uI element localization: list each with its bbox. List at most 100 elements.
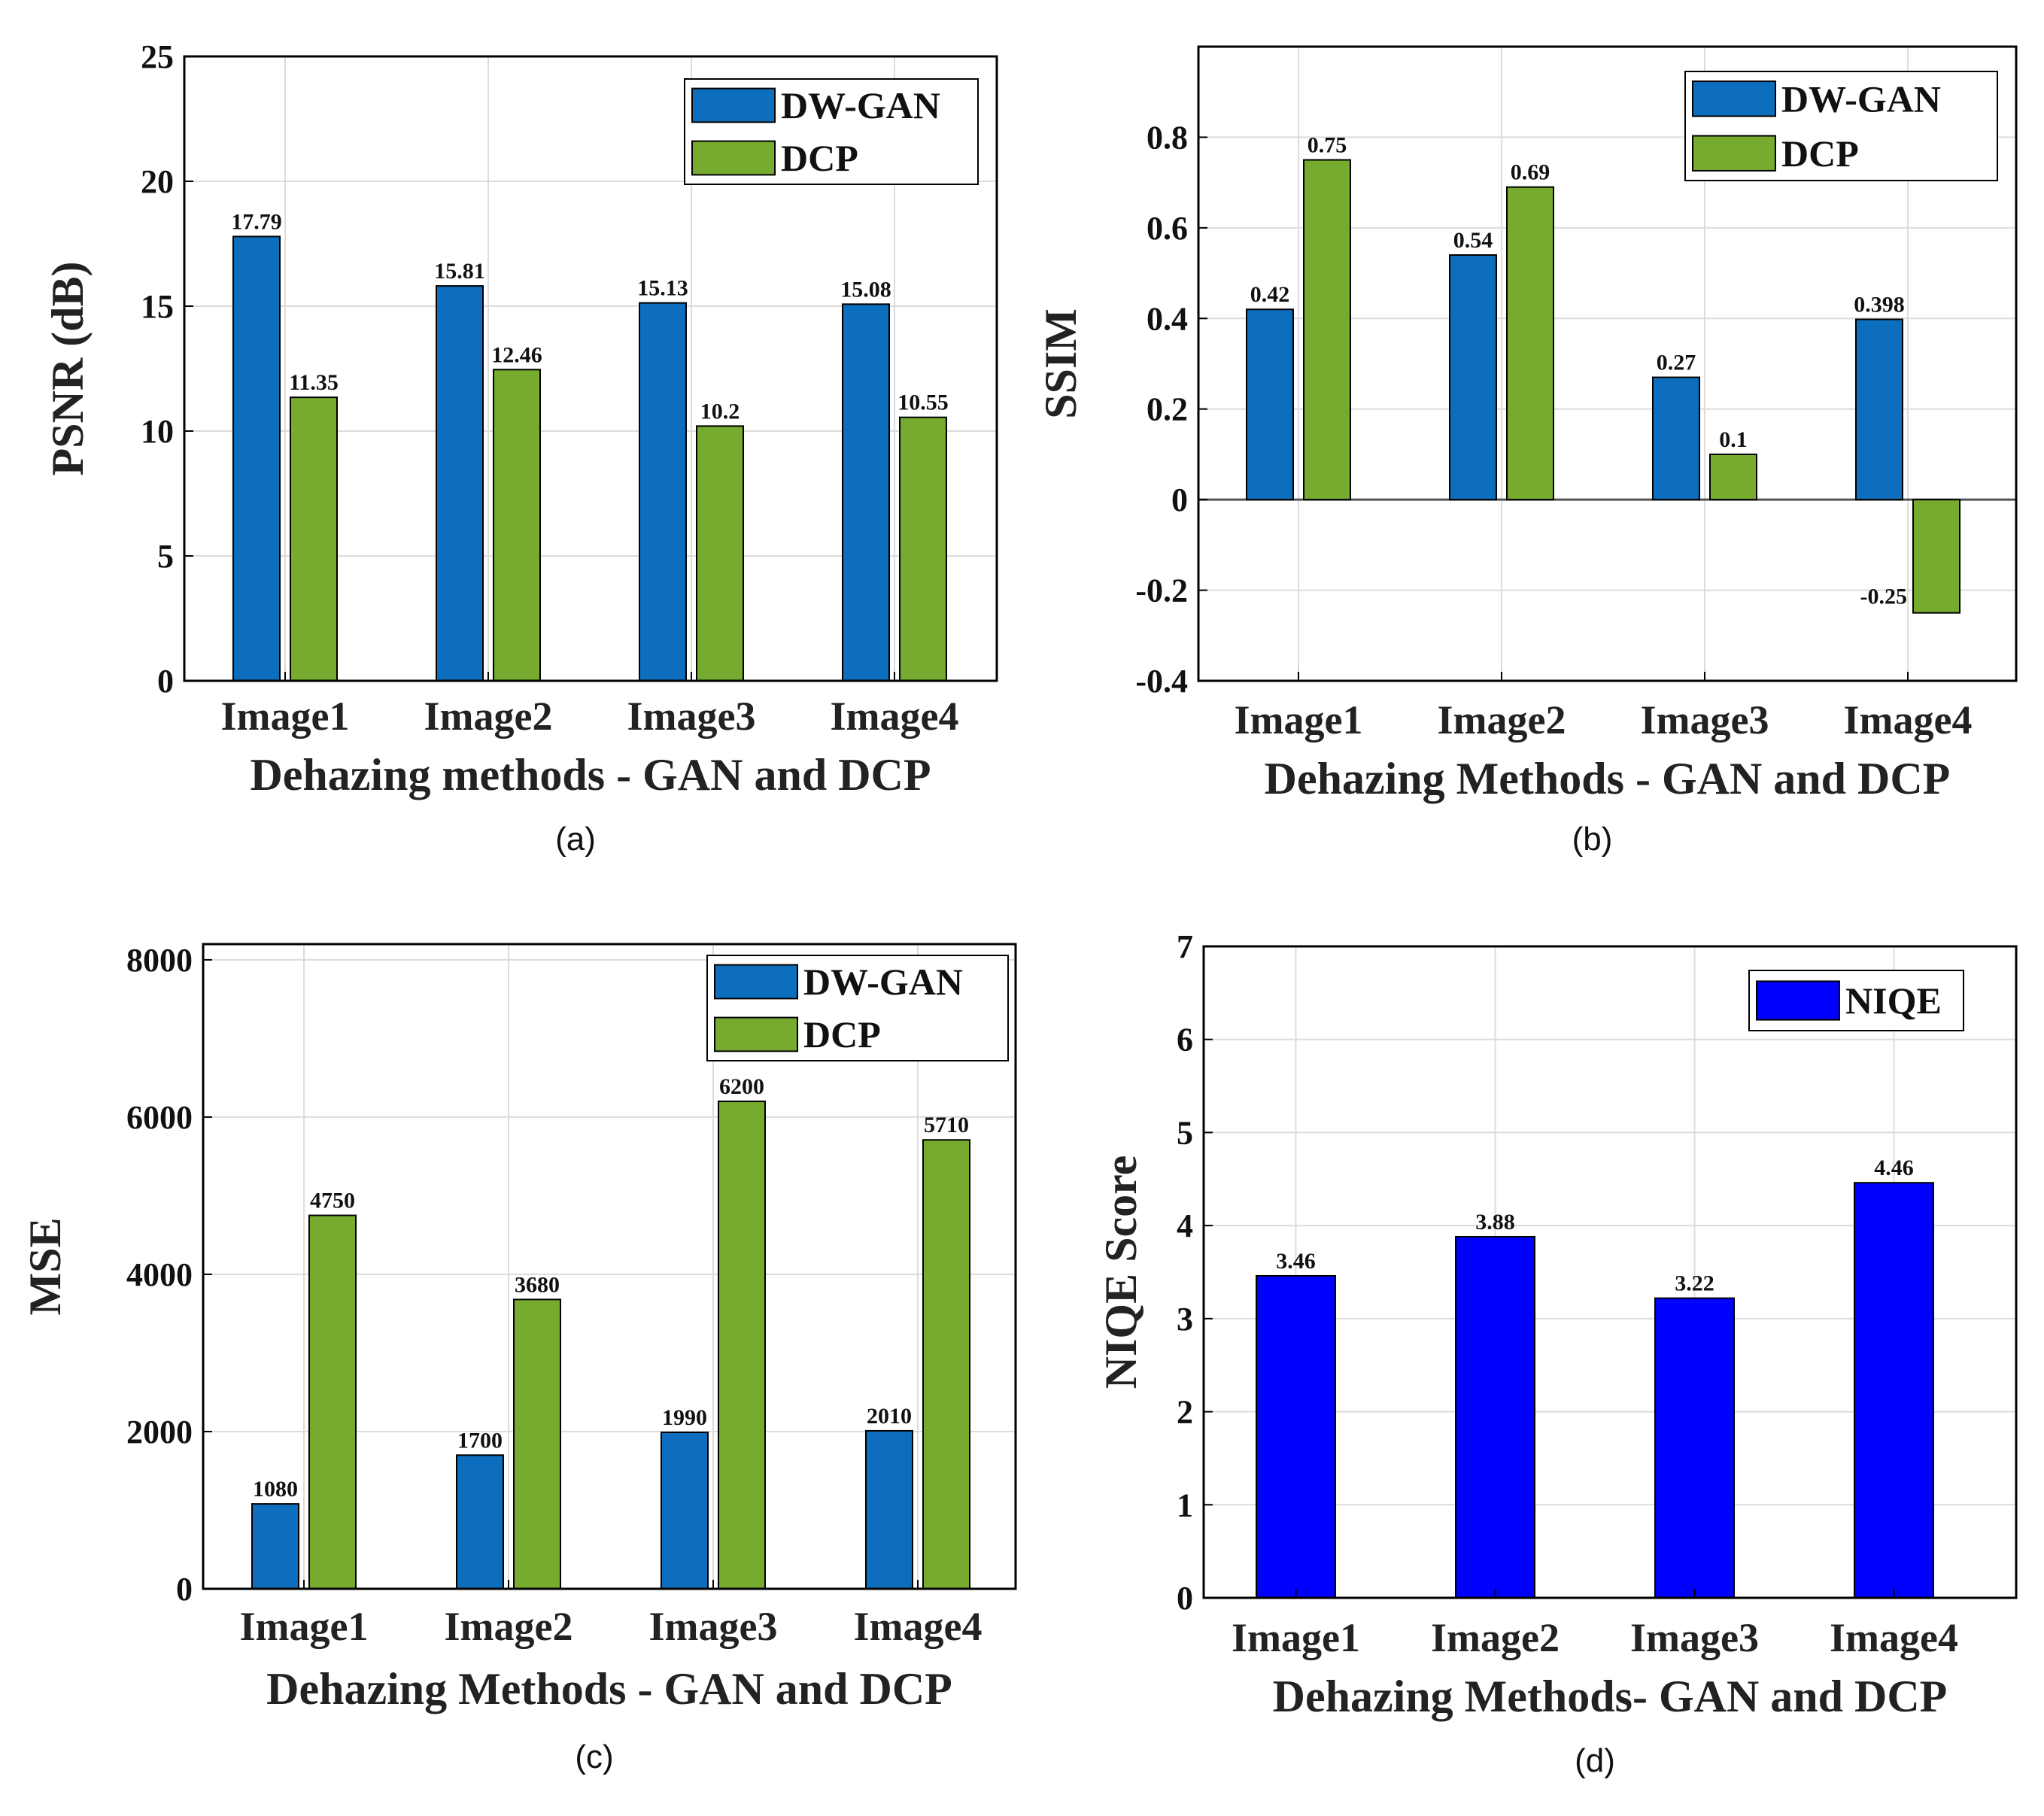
data-label: 0.1 [1719,427,1748,452]
y-tick-label: 0 [176,1571,193,1608]
bar-niqe-image3 [1654,1297,1735,1599]
x-tick-label: Image1 [221,694,350,739]
y-tick-label: -0.2 [1135,572,1188,609]
bar-dw-gan-image4 [842,303,890,682]
bar-dw-gan-image4 [865,1429,913,1590]
y-tick-label: 0 [157,663,174,700]
legend-swatch [691,140,776,176]
bar-dcp-image1 [290,396,338,682]
axes-frame [1202,945,2018,1599]
bar-dcp-image1 [1303,159,1351,501]
y-tick-label: 10 [141,413,174,450]
x-tick-label: Image2 [1431,1615,1560,1660]
x-tick-label: Image2 [1438,697,1566,742]
bar-dcp-image3 [1709,453,1757,501]
bar-dw-gan-image1 [251,1503,299,1590]
data-label: 10.55 [897,390,949,415]
data-label: 1080 [253,1477,298,1502]
legend-swatch [691,87,776,123]
data-label: 3680 [515,1272,560,1297]
data-label: 17.79 [231,209,282,234]
x-tick-label: Image1 [240,1604,369,1649]
bar-dw-gan-image3 [1652,376,1700,501]
bar-dcp-image4 [1912,499,1960,614]
x-tick-label: Image4 [831,694,959,739]
bar-dw-gan-image2 [1449,254,1497,501]
legend-swatch [714,1016,798,1052]
legend-label: DW-GAN [1781,77,1941,120]
panel-caption: (a) [555,821,596,858]
x-tick-label: Image3 [1641,697,1769,742]
legend: NIQE [1748,970,1964,1031]
panel-caption: (b) [1572,821,1613,858]
data-label: 3.88 [1475,1210,1515,1234]
y-axis-label: SSIM [1036,308,1086,419]
data-label: 15.13 [637,276,688,301]
legend-swatch [714,964,798,1000]
bar-niqe-image4 [1854,1182,1934,1599]
bar-dcp-image3 [696,425,744,682]
y-axis-label: PSNR (dB) [43,261,93,475]
x-axis-label: Dehazing methods - GAN and DCP [250,750,931,800]
data-label: 15.81 [434,259,485,284]
x-tick-label: Image2 [445,1604,573,1649]
bar-niqe-image1 [1256,1274,1336,1599]
bar-dcp-image2 [1506,186,1554,501]
legend-label: DW-GAN [803,961,963,1003]
data-label: 3.22 [1675,1271,1714,1296]
legend-label: NIQE [1845,979,1942,1022]
y-tick-label: 0 [1177,1580,1193,1617]
legend-swatch [1692,80,1776,117]
x-tick-label: Image4 [854,1604,983,1649]
bar-dw-gan-image1 [1246,308,1294,501]
legend-label: DW-GAN [781,84,940,126]
legend-swatch [1692,135,1776,172]
bar-dcp-image3 [718,1101,766,1590]
y-tick-label: 4 [1177,1207,1193,1244]
data-label: 4.46 [1874,1155,1914,1180]
bar-dcp-image4 [922,1139,970,1590]
x-tick-label: Image3 [1630,1615,1759,1660]
data-label: 15.08 [840,277,891,302]
data-label: 0.398 [1854,292,1905,317]
legend-swatch [1756,980,1840,1021]
bar-dcp-image1 [308,1214,357,1590]
x-tick-label: Image3 [627,694,756,739]
bar-dw-gan-image4 [1855,318,1903,501]
bar-dw-gan-image2 [456,1454,504,1590]
panel-caption: (c) [575,1739,613,1775]
x-axis-label: Dehazing Methods - GAN and DCP [266,1664,952,1714]
y-tick-label: 4000 [126,1256,193,1293]
legend-label: DCP [803,1013,881,1055]
y-tick-label: 5 [1177,1114,1193,1151]
bar-dcp-image2 [513,1298,561,1590]
data-label: 5710 [924,1113,969,1137]
y-axis-label: NIQE Score [1096,1155,1146,1389]
data-label: 11.35 [289,370,339,395]
y-tick-label: 15 [141,288,174,325]
data-label: 0.54 [1453,228,1493,253]
data-label: 0.42 [1250,282,1290,307]
legend: DW-GAN DCP [684,78,979,185]
x-axis-label: Dehazing Methods - GAN and DCP [1265,754,1951,803]
data-label: 0.75 [1307,133,1347,158]
axes-frame [1197,45,2018,682]
bar-dw-gan-image2 [436,285,484,682]
y-axis-label: MSE [20,1217,70,1315]
bar-dcp-image4 [899,416,947,682]
legend: DW-GAN DCP [706,955,1009,1061]
y-tick-label: 0.4 [1147,300,1188,337]
data-label: 0.27 [1657,351,1696,375]
y-tick-label: 3 [1177,1301,1193,1338]
data-label: 1700 [457,1428,503,1453]
data-label: 3.46 [1276,1249,1316,1274]
data-label: 0.69 [1511,160,1550,185]
bar-dw-gan-image1 [232,235,281,682]
y-tick-label: 0.2 [1147,391,1188,428]
chart-panel-c: 1080 4750 Image1 1700 3680 Image2 1990 6200 Imag… [20,942,1017,1775]
bar-dw-gan-image3 [639,302,687,682]
chart-panel-a: 17.79 11.35 Image1 15.81 12.46 Image2 15.13 10.… [43,38,998,858]
data-label: 4750 [310,1189,355,1213]
y-tick-label: 25 [141,38,174,75]
